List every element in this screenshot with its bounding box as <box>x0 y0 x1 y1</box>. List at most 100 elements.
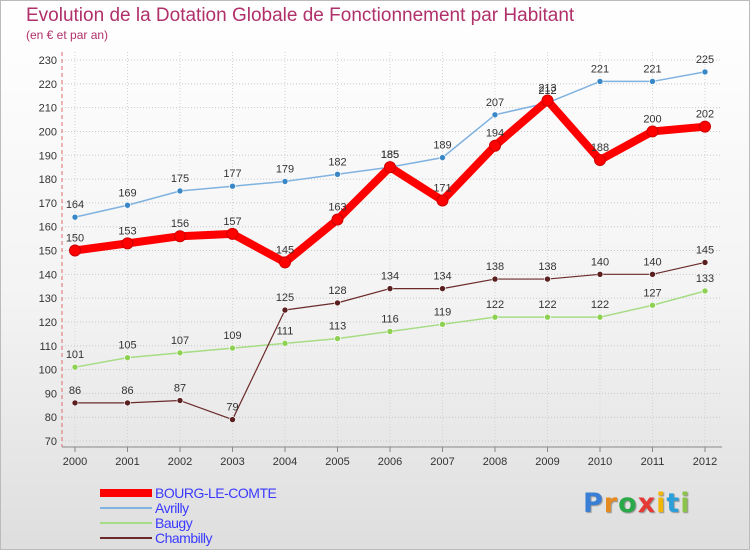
x-tick-label: 2008 <box>483 456 507 468</box>
data-point <box>279 256 291 269</box>
legend-swatch <box>100 537 152 539</box>
data-label: 128 <box>328 285 346 297</box>
data-label: 119 <box>434 306 452 318</box>
data-point <box>701 68 709 76</box>
data-point <box>334 299 341 307</box>
y-tick-label: 110 <box>39 341 57 353</box>
data-label: 213 <box>538 82 556 94</box>
data-label: 122 <box>486 299 504 311</box>
data-label: 202 <box>696 109 714 121</box>
data-point <box>121 237 134 250</box>
data-point <box>541 94 554 107</box>
y-tick-label: 140 <box>39 269 57 281</box>
data-label: 145 <box>276 244 294 256</box>
logo-letter: i <box>656 488 667 519</box>
data-label: 79 <box>226 402 238 414</box>
data-label: 189 <box>433 140 451 152</box>
data-point <box>176 349 184 357</box>
data-label: 138 <box>538 261 556 273</box>
data-label: 153 <box>118 225 136 237</box>
data-label: 163 <box>328 202 346 214</box>
legend-swatch <box>100 522 152 524</box>
y-tick-label: 210 <box>39 103 57 115</box>
data-label: 194 <box>486 128 504 140</box>
legend-label: Baugy <box>155 515 193 531</box>
data-point <box>124 399 131 407</box>
logo-letter: P <box>583 488 604 519</box>
data-point <box>649 78 656 85</box>
data-point <box>439 285 446 292</box>
data-point <box>69 244 81 257</box>
data-point <box>229 344 236 352</box>
data-point <box>491 275 499 283</box>
y-tick-label: 120 <box>39 317 57 329</box>
y-tick-label: 150 <box>39 246 57 258</box>
data-label: 101 <box>66 349 84 361</box>
data-label: 122 <box>538 299 556 311</box>
x-tick-label: 2003 <box>220 456 244 468</box>
x-tick-label: 2007 <box>430 456 454 468</box>
data-label: 134 <box>433 271 451 283</box>
data-point <box>439 154 446 161</box>
y-tick-label: 230 <box>39 55 57 67</box>
y-tick-label: 90 <box>45 388 57 400</box>
data-point <box>226 227 239 240</box>
data-label: 221 <box>591 63 609 75</box>
data-label: 133 <box>696 273 714 285</box>
data-point <box>596 78 604 85</box>
data-label: 134 <box>381 271 399 283</box>
data-point <box>124 354 131 361</box>
y-tick-label: 200 <box>39 126 57 138</box>
data-point <box>176 187 184 195</box>
legend-label: Avrilly <box>155 500 189 516</box>
logo-letter: o <box>618 488 638 519</box>
logo-letter: r <box>603 488 619 519</box>
x-tick-label: 2009 <box>535 456 559 468</box>
data-label: 127 <box>643 287 661 299</box>
x-tick-label: 2004 <box>273 456 297 468</box>
y-tick-label: 130 <box>39 293 57 305</box>
data-label: 122 <box>591 299 609 311</box>
x-tick-label: 2010 <box>588 456 612 468</box>
chart-subtitle: (en € et par an) <box>26 28 109 42</box>
data-label: 156 <box>171 218 189 230</box>
logo-letter: x <box>637 488 657 519</box>
y-tick-label: 180 <box>39 174 57 186</box>
data-point <box>439 321 446 328</box>
legend-swatch <box>100 507 152 509</box>
data-point <box>489 139 501 152</box>
data-label: 225 <box>696 54 714 66</box>
data-label: 109 <box>223 330 241 342</box>
data-point <box>229 416 236 423</box>
data-label: 200 <box>643 113 661 125</box>
x-tick-label: 2002 <box>168 456 192 468</box>
data-label: 105 <box>118 340 136 352</box>
data-point <box>649 301 656 309</box>
x-tick-label: 2011 <box>641 456 665 468</box>
data-point <box>701 259 709 266</box>
data-point <box>281 306 289 314</box>
x-tick-label: 2006 <box>378 456 402 468</box>
chart-title: Evolution de la Dotation Globale de Fonc… <box>26 5 575 26</box>
data-point <box>281 340 289 347</box>
data-label: 107 <box>171 335 189 347</box>
data-point <box>174 230 186 243</box>
data-label: 179 <box>276 163 294 175</box>
legend-label: BOURG-LE-COMTE <box>155 485 277 501</box>
data-point <box>71 213 79 221</box>
data-point <box>491 313 499 321</box>
data-label: 171 <box>433 182 451 194</box>
data-point <box>491 111 499 119</box>
data-point <box>334 171 341 178</box>
x-tick-label: 2012 <box>693 456 717 468</box>
data-point <box>544 313 551 321</box>
logo-letter: i <box>680 488 691 519</box>
data-point <box>384 161 396 174</box>
data-point <box>594 154 606 167</box>
data-label: 185 <box>381 149 399 161</box>
data-point <box>386 328 394 335</box>
data-point <box>646 125 659 138</box>
y-tick-label: 100 <box>39 365 57 377</box>
